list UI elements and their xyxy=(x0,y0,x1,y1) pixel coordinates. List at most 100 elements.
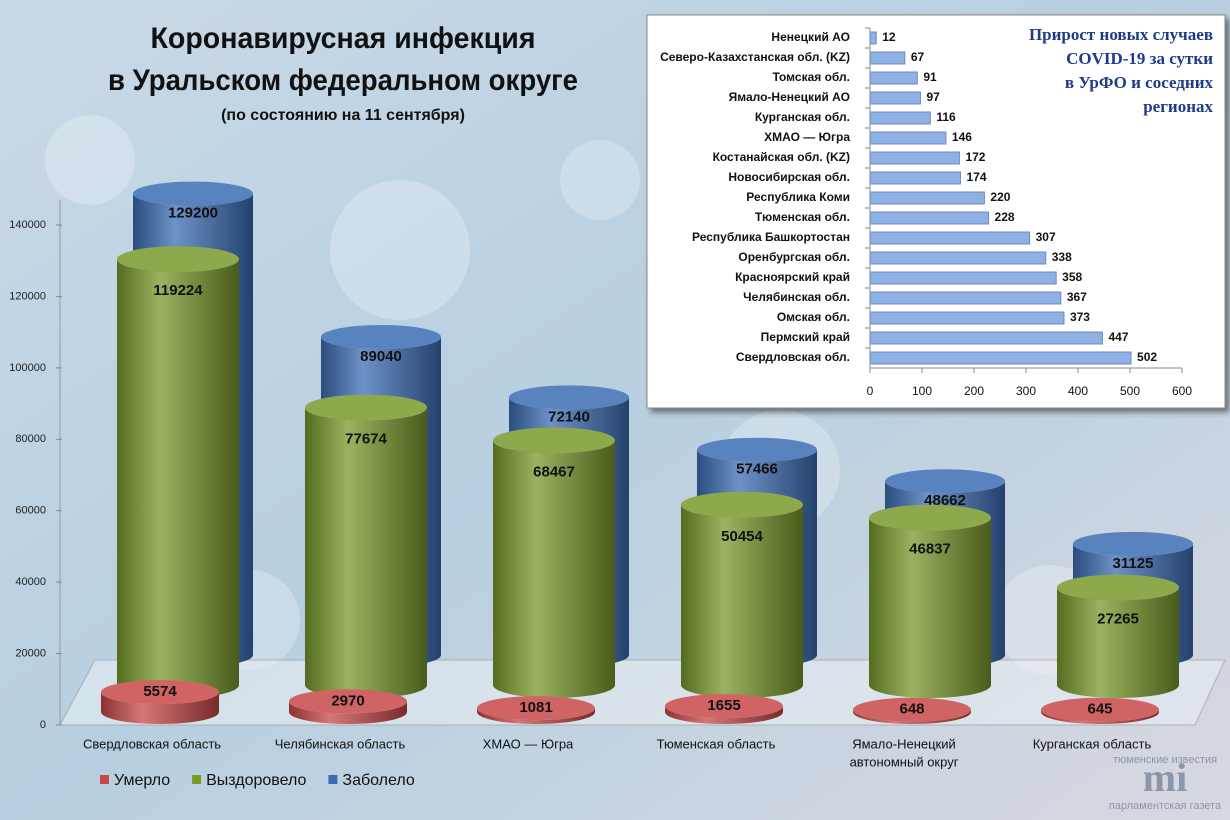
cylinder-top xyxy=(509,385,629,410)
x-tick-label: Ямало-Ненецкий xyxy=(852,736,956,751)
bar xyxy=(869,191,985,205)
cylinder-top xyxy=(665,694,783,719)
chart-subtitle: (по состоянию на 11 сентября) xyxy=(221,107,465,124)
x-tick-label: Челябинская область xyxy=(275,736,406,751)
bar xyxy=(869,131,947,145)
value-label: 119224 xyxy=(153,282,203,299)
y-tick-label: Омская обл. xyxy=(777,310,850,324)
y-tick-label: 120000 xyxy=(9,290,46,302)
x-tick-label: Свердловская область xyxy=(83,736,221,751)
cylinder-top xyxy=(493,427,615,454)
bar xyxy=(869,311,1065,325)
y-tick-label: Оренбургская обл. xyxy=(738,250,850,264)
value-label: 174 xyxy=(966,170,986,184)
bar xyxy=(869,331,1103,345)
legend-label: Выздоровело xyxy=(206,772,306,789)
value-label: 5574 xyxy=(143,683,177,700)
legend-label: Заболело xyxy=(342,772,414,789)
cylinder xyxy=(665,706,783,724)
cylinder xyxy=(1041,709,1159,724)
cylinder xyxy=(477,708,595,724)
value-label: 97 xyxy=(926,90,940,104)
x-tick-label: 100 xyxy=(912,384,932,398)
value-label: 116 xyxy=(936,110,956,124)
x-tick-label: Курганская область xyxy=(1033,736,1152,751)
cylinder xyxy=(681,504,803,698)
value-label: 68467 xyxy=(533,463,575,480)
y-tick-label: Томская обл. xyxy=(772,70,850,84)
bar xyxy=(869,111,931,125)
y-tick-label: Свердловская обл. xyxy=(736,350,850,364)
value-label: 2970 xyxy=(331,692,364,709)
inset-title: в УрФО и соседних xyxy=(1065,73,1214,92)
bar xyxy=(869,271,1057,285)
value-label: 367 xyxy=(1067,290,1087,304)
cylinder-top xyxy=(869,504,991,531)
value-label: 648 xyxy=(899,701,924,718)
y-tick-label: Курганская обл. xyxy=(755,110,850,124)
bar xyxy=(869,251,1047,265)
bar xyxy=(869,351,1132,365)
y-tick-label: Челябинская обл. xyxy=(743,290,850,304)
value-label: 67 xyxy=(911,50,925,64)
value-label: 27265 xyxy=(1097,611,1139,628)
x-tick-label: 200 xyxy=(964,384,984,398)
y-tick-label: 80000 xyxy=(15,433,46,445)
cylinder-top xyxy=(1057,574,1179,601)
y-tick-label: 0 xyxy=(40,719,46,731)
value-label: 129200 xyxy=(168,205,218,222)
bar xyxy=(869,151,960,165)
value-label: 50454 xyxy=(721,528,763,545)
cylinder-top xyxy=(133,181,253,206)
bar xyxy=(869,231,1031,245)
legend-label: Умерло xyxy=(114,772,170,789)
bar xyxy=(869,91,921,105)
x-tick-label: 400 xyxy=(1068,384,1088,398)
value-label: 447 xyxy=(1108,330,1128,344)
y-tick-label: Северо-Казахстанская обл. (KZ) xyxy=(660,50,850,64)
y-tick-label: 40000 xyxy=(15,576,46,588)
cylinder xyxy=(305,407,427,698)
y-tick-label: 100000 xyxy=(9,362,46,374)
cylinder xyxy=(869,517,991,698)
cylinder-top xyxy=(1041,697,1159,722)
y-tick-label: Ненецкий АО xyxy=(771,30,850,44)
cylinder xyxy=(101,692,219,724)
cylinder-top xyxy=(697,437,817,462)
cylinder-top xyxy=(853,697,971,722)
legend-swatch xyxy=(100,775,109,784)
value-label: 72140 xyxy=(548,408,590,425)
y-tick-label: 20000 xyxy=(15,647,46,659)
cylinder xyxy=(493,440,615,698)
value-label: 91 xyxy=(923,70,937,84)
inset-chart: 0 100 200 300 400 500 600 Ненецкий АО 12 Северо-К… xyxy=(646,14,1226,409)
chart-title: в Уральском федеральном округе xyxy=(108,64,578,97)
cylinder-top xyxy=(681,491,803,518)
cylinder xyxy=(289,701,407,724)
inset-title: COVID-19 за сутки xyxy=(1066,49,1213,68)
cylinder-top xyxy=(321,325,441,349)
y-tick-label: Тюменская обл. xyxy=(755,210,850,224)
x-tick-label: 600 xyxy=(1172,384,1192,398)
bar xyxy=(869,171,961,185)
y-tick-label: Новосибирская обл. xyxy=(728,170,850,184)
logo-mark: mi xyxy=(1143,755,1187,800)
cylinder-top xyxy=(117,246,239,273)
cylinder-top xyxy=(885,469,1005,494)
x-tick-label: 0 xyxy=(867,384,874,398)
x-tick-label: 300 xyxy=(1016,384,1036,398)
value-label: 46837 xyxy=(909,541,951,558)
value-label: 146 xyxy=(952,130,972,144)
cylinder-top xyxy=(289,689,407,714)
cylinder xyxy=(853,709,971,724)
bar xyxy=(869,291,1062,305)
value-label: 57466 xyxy=(736,461,778,478)
y-tick-label: Красноярский край xyxy=(735,270,850,284)
value-label: 172 xyxy=(965,150,985,164)
value-label: 12 xyxy=(882,30,896,44)
inset-title: регионах xyxy=(1143,97,1213,116)
value-label: 1655 xyxy=(707,697,740,714)
value-label: 645 xyxy=(1087,701,1112,718)
bar xyxy=(869,51,906,65)
